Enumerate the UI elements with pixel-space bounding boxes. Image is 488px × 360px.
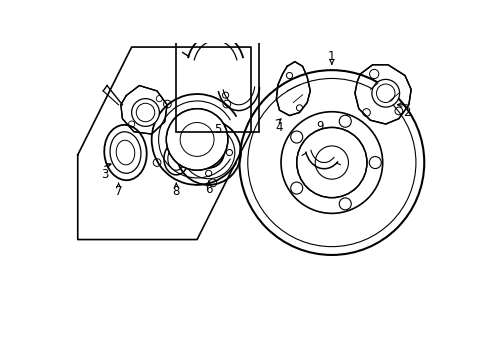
Polygon shape — [276, 62, 310, 116]
Text: 1: 1 — [327, 50, 335, 63]
Polygon shape — [121, 86, 167, 134]
Circle shape — [131, 99, 159, 126]
Bar — [176, 28, 259, 132]
Text: 4: 4 — [275, 121, 283, 134]
Text: 3: 3 — [101, 168, 108, 181]
Circle shape — [166, 109, 227, 170]
Text: 2: 2 — [403, 106, 410, 119]
Text: 5: 5 — [214, 123, 221, 136]
Text: 6: 6 — [204, 183, 212, 196]
Circle shape — [193, 137, 224, 168]
Text: 9: 9 — [316, 120, 324, 133]
Text: 7: 7 — [115, 185, 122, 198]
Polygon shape — [354, 65, 410, 124]
Circle shape — [371, 80, 399, 107]
Text: 8: 8 — [172, 185, 180, 198]
Circle shape — [296, 127, 366, 198]
